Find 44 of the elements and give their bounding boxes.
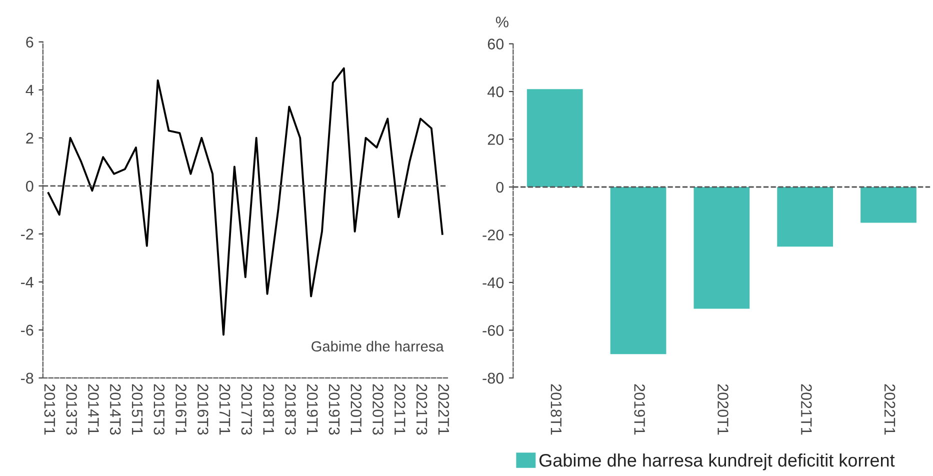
x-tick-label: 2018T1 (263, 384, 274, 435)
x-tick-label: 2016T1 (176, 384, 186, 435)
x-tick-label: 2021T3 (416, 384, 428, 435)
x-tick-label: 2017T1 (219, 384, 230, 435)
x-tick-label: 2019T1 (634, 384, 645, 435)
y-tick-label: -20 (482, 230, 504, 240)
x-tick-label: 2022T1 (884, 384, 896, 435)
x-tick-label: 2020T1 (718, 384, 728, 435)
x-tick-label: 2020T1 (350, 384, 362, 435)
y-tick-label: -80 (482, 372, 504, 384)
line-series (47, 67, 444, 336)
x-tick-label: 2014T1 (88, 384, 99, 435)
y-tick-label: 4 (26, 84, 34, 96)
x-tick-label: 2015T1 (132, 384, 143, 435)
x-tick-label: 2013T3 (66, 384, 77, 435)
y-tick-label: 0 (26, 180, 34, 192)
x-tick-label: 2019T1 (306, 384, 318, 435)
x-tick-label: 2013T1 (44, 384, 56, 435)
y-tick-label: -2 (20, 228, 34, 240)
x-tick-label: 2016T3 (198, 384, 208, 435)
y-tick-label: 0 (496, 182, 504, 193)
y-tick-label: -8 (20, 372, 34, 384)
x-tick-label: 2020T3 (372, 384, 384, 435)
x-tick-label: 2014T3 (110, 384, 121, 435)
y-tick-label: -40 (482, 277, 504, 288)
x-tick-label: 2018T1 (550, 384, 562, 435)
y-tick-label: 60 (488, 38, 504, 50)
y-tick-label: 6 (26, 36, 34, 48)
x-tick-label: 2022T1 (438, 384, 450, 435)
y-tick-label: 40 (487, 86, 504, 98)
x-tick-label: 2018T3 (285, 384, 296, 435)
x-tick-label: 2019T3 (328, 384, 340, 435)
y-tick-label: 20 (488, 134, 504, 145)
text: Gabime dhe harresa (312, 340, 444, 352)
y-tick-label: -60 (482, 325, 504, 336)
x-tick-label: 2015T3 (154, 384, 165, 435)
y-tick-label: 2 (26, 132, 34, 144)
legend-label: Gabime dhe harresa kundrejt deficitit korrent (539, 453, 895, 470)
y-tick-label: -4 (20, 276, 34, 288)
x-tick-label: 2021T1 (800, 384, 812, 435)
y-axis-title: % (496, 16, 508, 28)
x-tick-label: 2017T3 (241, 384, 252, 435)
x-tick-label: 2021T1 (394, 384, 406, 435)
y-tick-label: -6 (20, 324, 34, 336)
